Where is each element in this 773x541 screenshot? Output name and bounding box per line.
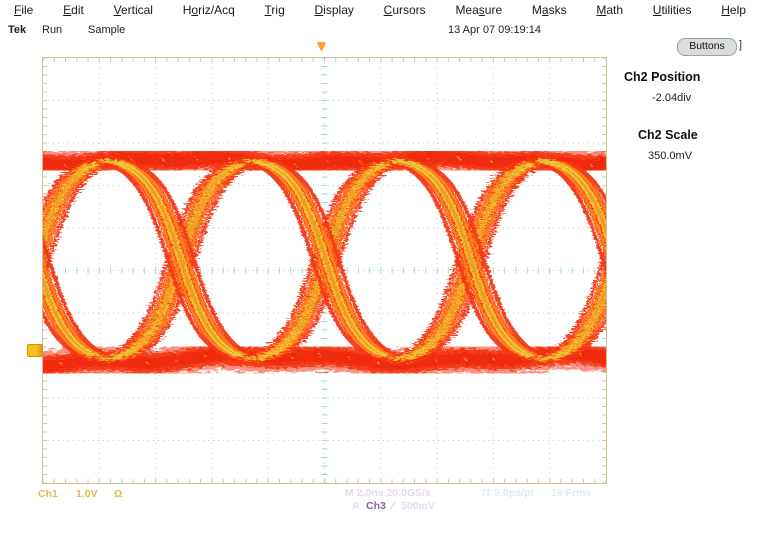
frames-readout: 16 Frms (551, 487, 592, 499)
menu-item-vertical[interactable]: Vertical (113, 3, 153, 17)
acquisition-mode: Sample (88, 24, 126, 36)
ch1-scale-readout: 1.0V (76, 488, 98, 500)
menu-item-display[interactable]: Display (314, 3, 354, 17)
bottom-readouts: Ch1 1.0V Ω M 2.0ns 20.0GS/s IT 5.0ps/pt … (0, 484, 773, 524)
menu-item-masks[interactable]: Masks (531, 3, 567, 17)
menu-item-trig[interactable]: Trig (264, 3, 285, 17)
menu-item-horiz-acq[interactable]: Horiz/Acq (182, 3, 235, 17)
ch1-reference-marker-icon[interactable] (27, 344, 43, 357)
trigger-slope-icon: ∕ (392, 500, 394, 512)
menu-item-edit[interactable]: Edit (63, 3, 84, 17)
status-row: Tek Run Sample 13 Apr 07 09:19:14 (0, 24, 773, 38)
timebase-readout: M 2.0ns 20.0GS/s (345, 487, 431, 499)
ch1-label: Ch1 (38, 488, 58, 500)
eye-diagram-waveform (43, 58, 606, 483)
trigger-level-readout: 500mV (401, 500, 435, 512)
trigger-system-label: A (352, 500, 360, 512)
menu-item-cursors[interactable]: Cursors (383, 3, 426, 17)
menu-item-math[interactable]: Math (596, 3, 624, 17)
menu-item-measure[interactable]: Measure (455, 3, 503, 17)
trigger-source-readout: Ch3 (366, 500, 386, 512)
menu-item-help[interactable]: Help (721, 3, 746, 17)
buttons-button[interactable]: Buttons (677, 38, 737, 56)
menu-bar: File Edit Vertical Horiz/Acq Trig Displa… (0, 3, 760, 21)
acquisition-state: Run (42, 24, 63, 36)
ch2-scale-label: Ch2 Scale (638, 128, 698, 142)
ch2-position-label: Ch2 Position (624, 70, 701, 84)
menu-item-utilities[interactable]: Utilities (652, 3, 692, 17)
buttons-panel-bracket: ] (739, 39, 743, 51)
trigger-position-marker-icon[interactable]: ▼ (314, 38, 329, 55)
ch2-position-value: -2.04div (652, 92, 692, 104)
ch1-coupling-icon: Ω (114, 488, 123, 500)
ch2-scale-value: 350.0mV (648, 150, 693, 162)
menu-item-file[interactable]: File (14, 3, 34, 17)
graticule-display (42, 57, 607, 484)
datetime-readout: 13 Apr 07 09:19:14 (448, 24, 541, 36)
interpolated-time-readout: IT 5.0ps/pt (482, 487, 534, 499)
tek-logo-label: Tek (8, 24, 27, 36)
